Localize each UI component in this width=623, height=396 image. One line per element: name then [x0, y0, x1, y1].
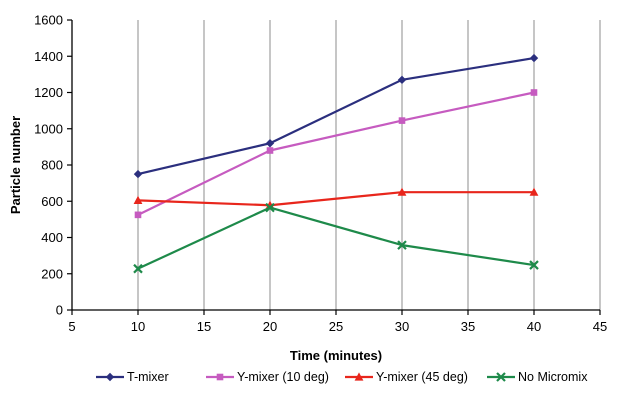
data-point-no-micromix-stroke [265, 202, 275, 213]
y-axis-ticks: 0 200 400 600 800 1000 1200 1400 1600 [34, 13, 72, 318]
legend-swatch-marker [105, 372, 115, 382]
series-t-mixer [133, 53, 539, 179]
data-point-no-micromix [133, 263, 143, 274]
data-point-t-mixer [397, 75, 407, 85]
data-point-y-mixer-45-deg [133, 195, 143, 204]
x-tick-label: 5 [68, 319, 75, 334]
y-tick-label: 0 [56, 303, 63, 318]
y-tick-label: 200 [41, 266, 63, 281]
x-tick-label: 10 [131, 319, 145, 334]
series-lines [133, 53, 539, 274]
legend: T-mixer Y-mixer (10 deg) Y-mixer (45 deg) N… [96, 370, 588, 384]
x-tick-label: 25 [329, 319, 343, 334]
data-point-no-micromix [265, 202, 275, 213]
legend-label: Y-mixer (10 deg) [237, 370, 329, 384]
data-point-y-mixer-10-deg [530, 89, 538, 96]
x-tick-label: 40 [527, 319, 541, 334]
y-axis-title: Particle number [8, 116, 23, 214]
legend-swatch-marker-stroke [496, 372, 506, 382]
data-point-y-mixer-10-deg [266, 147, 274, 154]
y-tick-label: 1400 [34, 49, 63, 64]
y-tick-label: 600 [41, 194, 63, 209]
data-point-y-mixer-10-deg [398, 117, 406, 124]
data-point-y-mixer-45-deg [397, 187, 407, 196]
series-no-micromix [133, 202, 539, 274]
data-point-no-micromix-stroke [397, 240, 407, 250]
x-tick-label: 35 [461, 319, 475, 334]
legend-swatch-marker [354, 372, 364, 381]
grid-lines [137, 20, 601, 310]
series-line-no-micromix [137, 206, 535, 270]
data-point-no-micromix-stroke [529, 260, 539, 270]
series-line-y-mixer-45-deg [137, 191, 534, 207]
legend-swatch-marker [496, 372, 506, 382]
x-tick-label: 20 [263, 319, 277, 334]
legend-item-no-micromix: No Micromix [487, 370, 588, 384]
series-line-t-mixer [137, 56, 535, 176]
series-line-y-mixer-10-deg [137, 91, 535, 216]
data-point-t-mixer [133, 169, 143, 179]
legend-item-t-mixer: T-mixer [96, 370, 169, 384]
legend-item-y-mixer-10-deg: Y-mixer (10 deg) [206, 370, 329, 384]
data-point-y-mixer-45-deg [529, 187, 539, 196]
legend-label: No Micromix [518, 370, 588, 384]
y-tick-label: 1200 [34, 85, 63, 100]
legend-label: Y-mixer (45 deg) [376, 370, 468, 384]
x-tick-label: 15 [197, 319, 211, 334]
y-tick-label: 800 [41, 158, 63, 173]
y-tick-label: 1000 [34, 121, 63, 136]
data-point-t-mixer [265, 139, 275, 148]
data-point-y-mixer-10-deg [134, 211, 142, 219]
series-y-mixer-10-deg [134, 89, 538, 219]
x-tick-label: 45 [593, 319, 607, 334]
legend-label: T-mixer [127, 370, 169, 384]
x-tick-label: 30 [395, 319, 409, 334]
y-tick-label: 400 [41, 230, 63, 245]
data-point-t-mixer [529, 53, 539, 63]
y-tick-label: 1600 [34, 13, 63, 28]
data-point-no-micromix [529, 260, 539, 270]
data-point-no-micromix-stroke [133, 263, 143, 274]
legend-item-y-mixer-45-deg: Y-mixer (45 deg) [345, 370, 468, 384]
x-axis-title: Time (minutes) [290, 348, 382, 363]
legend-swatch-marker [216, 373, 224, 381]
data-point-no-micromix [397, 240, 407, 250]
x-axis-ticks: 5 10 15 20 25 30 35 40 45 [68, 310, 607, 334]
